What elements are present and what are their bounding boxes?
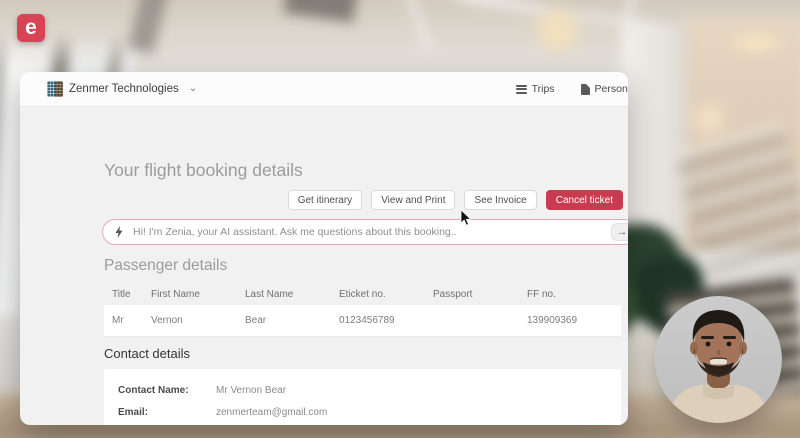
booking-app-window: Zenmer Technologies ⌄ Trips Personal You…: [20, 72, 628, 425]
company-name: Zenmer Technologies: [69, 83, 179, 95]
column-header: Passport: [433, 288, 473, 300]
send-button[interactable]: →: [611, 223, 628, 241]
arrow-right-icon: →: [616, 226, 628, 238]
cell-first-name: Vernon: [151, 315, 183, 326]
column-header: Eticket no.: [339, 288, 386, 300]
wall-light: [686, 96, 732, 142]
passenger-table-row: Mr Vernon Bear 0123456789 139909369: [104, 305, 621, 337]
zenmer-logo-letter: e: [25, 15, 37, 39]
company-avatar-icon: [47, 81, 63, 97]
email-value: zenmerteam@gmail.com: [216, 406, 328, 418]
zenmer-logo: e: [17, 14, 45, 42]
passenger-details-heading: Passenger details: [104, 257, 228, 274]
cell-ff-no: 139909369: [527, 315, 578, 326]
contact-row: Contact Name: Mr Vernon Bear: [104, 379, 621, 401]
passenger-table: Title First Name Last Name Eticket no. P…: [104, 285, 621, 337]
booking-page: Your flight booking details Get itinerar…: [20, 107, 628, 425]
column-header: FF no.: [527, 288, 556, 300]
passenger-table-header: Title First Name Last Name Eticket no. P…: [104, 285, 621, 303]
wall-light: [721, 30, 791, 56]
document-icon: [580, 82, 591, 95]
ai-assistant-bar: →: [102, 219, 628, 245]
contact-name-value: Mr Vernon Bear: [216, 384, 287, 396]
nav-label: Trips: [531, 83, 555, 95]
contact-details-card: Contact Name: Mr Vernon Bear Email: zenm…: [104, 369, 621, 425]
ai-assistant-input[interactable]: [131, 225, 611, 239]
see-invoice-button[interactable]: See Invoice: [464, 190, 537, 210]
booking-actions: Get itinerary View and Print See Invoice…: [287, 190, 623, 210]
contact-name-label: Contact Name:: [118, 384, 189, 396]
nav-item-trips[interactable]: Trips: [515, 83, 555, 95]
page-title: Your flight booking details: [104, 160, 303, 180]
contact-row: Email: zenmerteam@gmail.com: [104, 401, 621, 423]
header-nav: Trips Personal: [515, 82, 628, 95]
list-icon: [515, 84, 527, 94]
cell-title: Mr: [112, 315, 124, 326]
column-header: Title: [112, 288, 131, 300]
ceiling-light: [531, 4, 583, 56]
bolt-icon: [115, 226, 123, 238]
cancel-ticket-button[interactable]: Cancel ticket: [545, 190, 623, 210]
contact-row: Phone: 9422918064: [104, 423, 621, 425]
email-label: Email:: [118, 406, 149, 418]
cell-last-name: Bear: [245, 315, 267, 326]
column-header: Last Name: [245, 288, 294, 300]
webcam-overlay: [655, 296, 782, 423]
company-selector[interactable]: Zenmer Technologies ⌄: [47, 81, 197, 97]
nav-label: Personal: [594, 83, 628, 95]
pillar: [622, 26, 696, 256]
app-header: Zenmer Technologies ⌄ Trips Personal: [20, 72, 628, 107]
chevron-down-icon: ⌄: [188, 82, 198, 94]
contact-details-heading: Contact details: [104, 346, 190, 361]
column-header: First Name: [151, 288, 200, 300]
nav-item-personal[interactable]: Personal: [580, 82, 628, 95]
cell-eticket: 0123456789: [339, 315, 395, 326]
view-and-print-button[interactable]: View and Print: [371, 190, 456, 210]
presenter-avatar: [655, 296, 782, 423]
get-itinerary-button[interactable]: Get itinerary: [287, 190, 363, 210]
mouse-cursor: [460, 209, 472, 232]
